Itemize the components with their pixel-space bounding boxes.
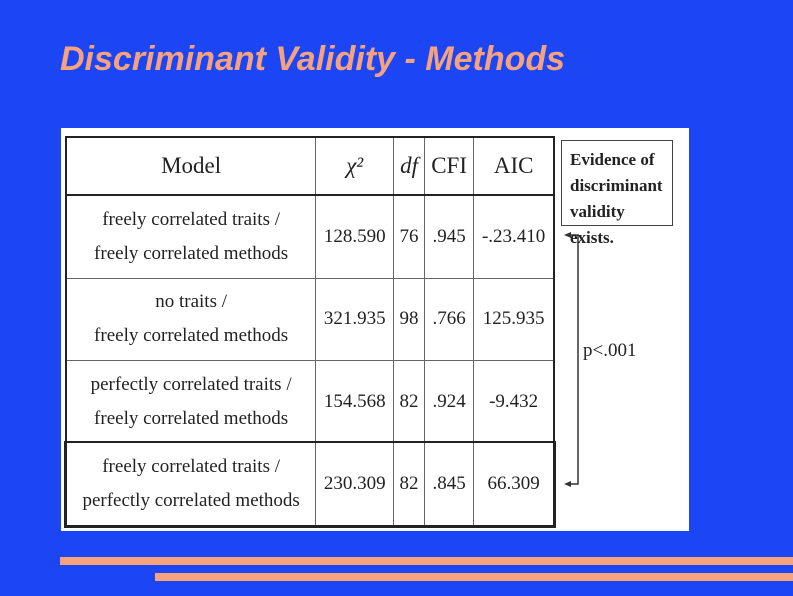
value-cell: 66.309 [473, 442, 555, 527]
header-row: Model χ² df CFI AIC [65, 136, 555, 196]
value-cell: 230.309 [315, 442, 395, 527]
value-cell: -9.432 [473, 359, 555, 444]
model-cell: freely correlated traits / perfectly corr… [65, 442, 317, 527]
bracket-line [571, 234, 579, 485]
value-cell: .766 [423, 277, 475, 361]
model-line: freely correlated traits / [102, 208, 280, 230]
value-cell: 125.935 [473, 277, 555, 361]
decor-stripe [60, 557, 793, 565]
decor-stripe [155, 573, 793, 581]
model-cell: no traits / freely correlated methods [65, 277, 317, 361]
significance-label: p<.001 [583, 340, 637, 361]
header-cell: Model [65, 136, 317, 196]
data-row: freely correlated traits / perfectly corr… [64, 440, 556, 529]
model-line: freely correlated methods [94, 242, 289, 264]
data-row: no traits / freely correlated methods 321.… [65, 277, 555, 361]
model-line: freely correlated methods [94, 407, 289, 429]
model-line: no traits / [155, 291, 228, 313]
model-cell: freely correlated traits / freely correla… [65, 194, 317, 279]
model-line: freely correlated methods [94, 325, 289, 347]
value-cell: 82 [393, 442, 425, 527]
model-line: freely correlated traits / [102, 456, 280, 478]
header-cell: χ² [315, 136, 395, 196]
table-panel: Model χ² df CFI AIC freely correlated traits … [61, 128, 689, 531]
value-cell: 82 [393, 359, 425, 444]
callout-line: discriminant [570, 176, 663, 195]
value-cell: 154.568 [315, 359, 395, 444]
value-cell: .845 [423, 442, 475, 527]
data-row: perfectly correlated traits / freely corr… [65, 359, 555, 444]
value-cell: 98 [393, 277, 425, 361]
value-cell: 128.590 [315, 194, 395, 279]
results-table: Model χ² df CFI AIC freely correlated traits … [64, 136, 556, 529]
header-cell: CFI [423, 136, 475, 196]
slide-title: Discriminant Validity - Methods [60, 40, 566, 78]
model-line: perfectly correlated traits / [90, 373, 292, 395]
value-cell: .945 [423, 194, 475, 279]
header-cell: AIC [473, 136, 555, 196]
callout-box: Evidence of discriminant validity exists. [561, 140, 673, 247]
arrow-head [564, 481, 571, 487]
value-cell: .924 [423, 359, 475, 444]
value-cell: 321.935 [315, 277, 395, 361]
header-cell: df [393, 136, 425, 196]
value-cell: 76 [393, 194, 425, 279]
value-cell: -.23.410 [473, 194, 555, 279]
model-cell: perfectly correlated traits / freely corr… [65, 359, 317, 444]
callout-line: Evidence of [570, 150, 655, 169]
callout-line: validity exists. [570, 202, 625, 247]
model-line: perfectly correlated methods [82, 490, 300, 512]
data-row: freely correlated traits / freely correla… [65, 194, 555, 279]
